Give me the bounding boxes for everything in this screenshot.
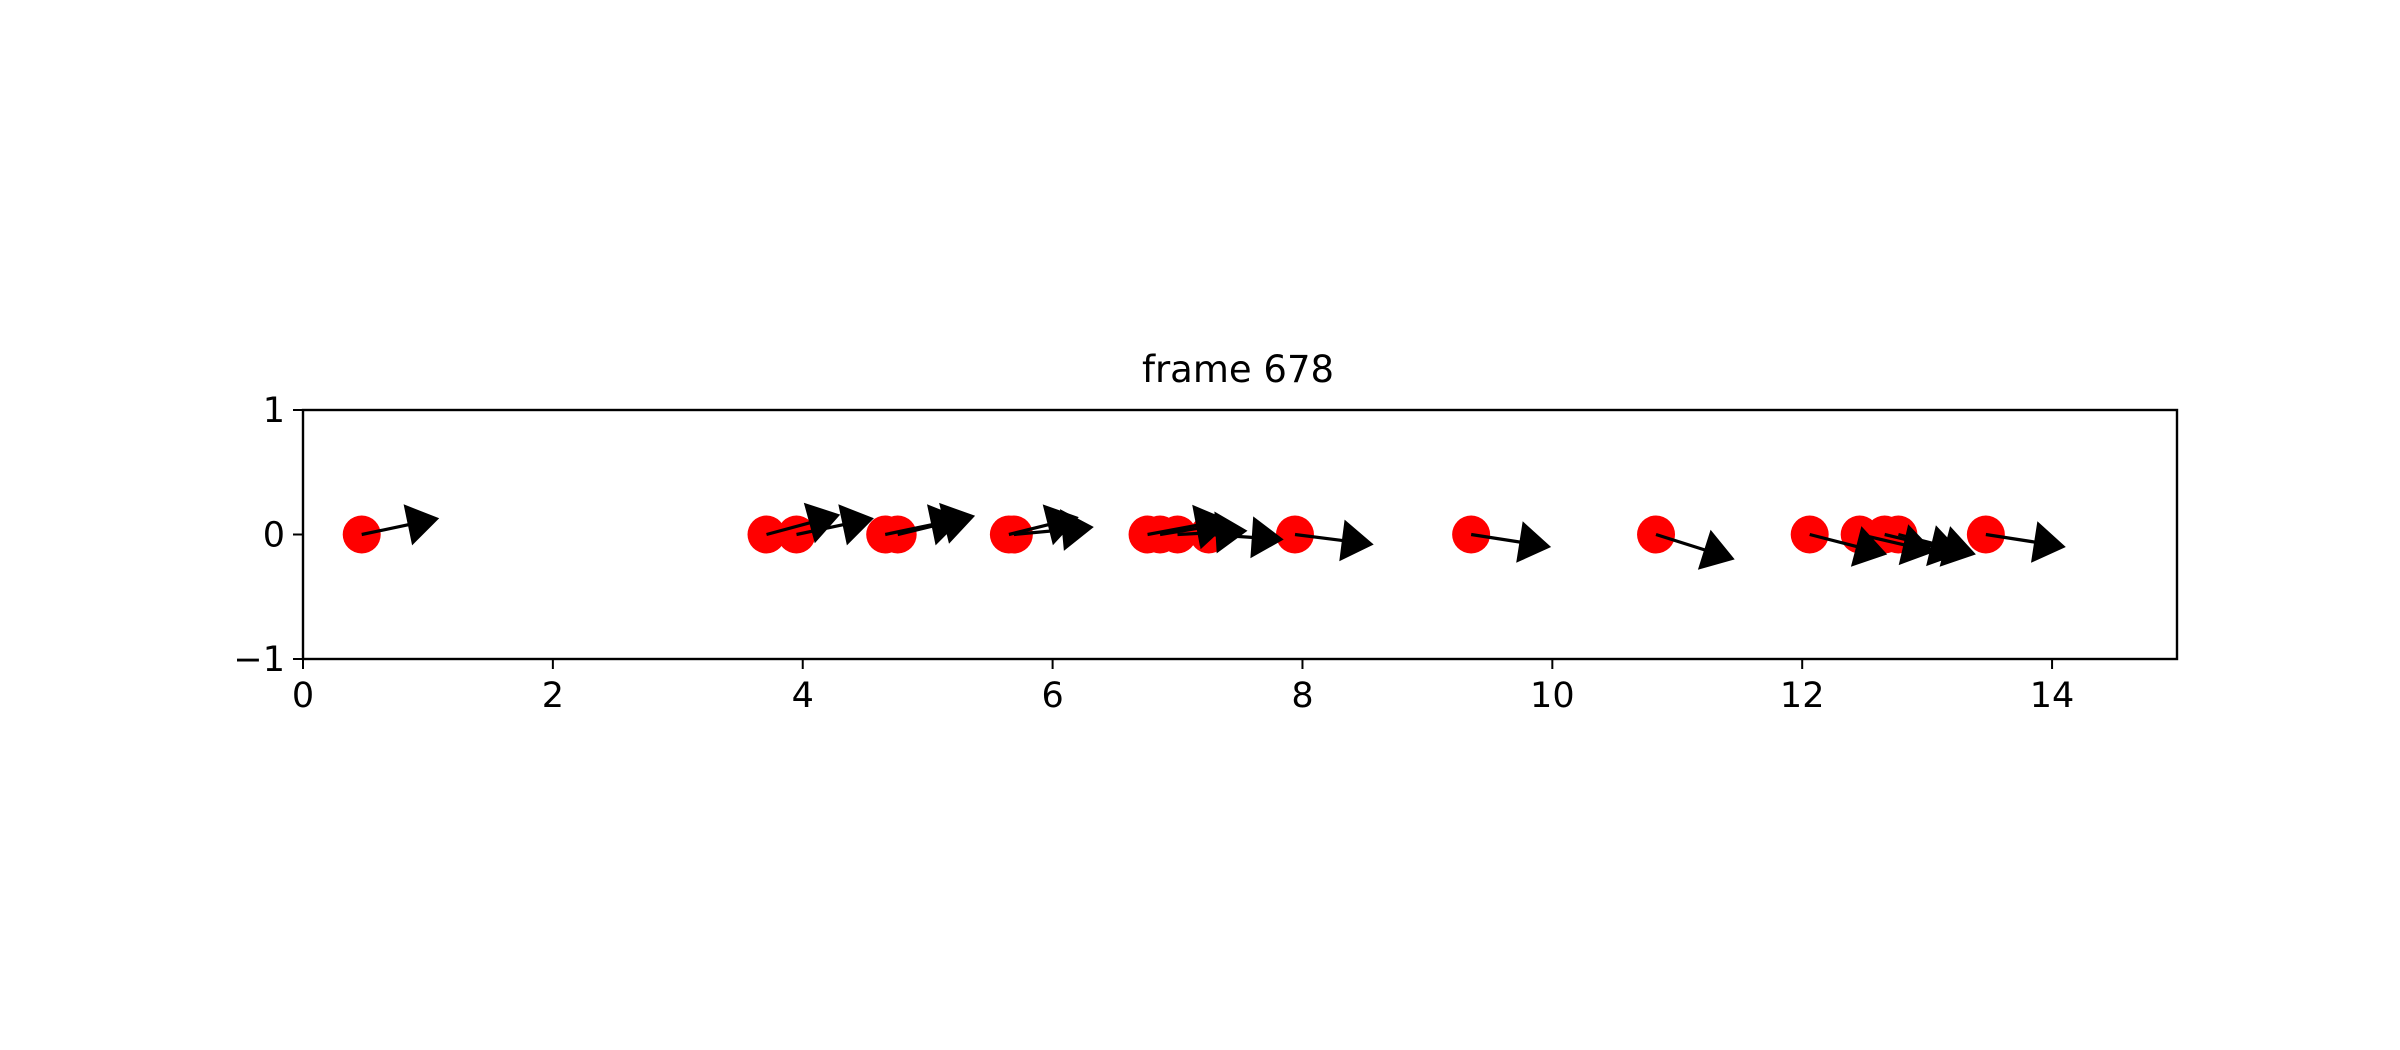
vector-arrow	[766, 502, 841, 544]
vector-arrow	[1177, 511, 1248, 554]
data-point	[1790, 515, 1829, 554]
x-tick-label: 4	[792, 676, 814, 716]
vector-arrow	[1013, 509, 1094, 551]
vector-arrow	[361, 504, 440, 546]
vector-arrow	[1208, 516, 1284, 559]
vector-arrow	[1159, 507, 1229, 550]
x-tick-label: 10	[1530, 676, 1575, 716]
data-point	[1452, 515, 1491, 554]
vector-arrow	[1898, 526, 1976, 567]
vector-arrow	[796, 504, 874, 546]
vector-arrow	[897, 502, 976, 544]
y-tick-label: 0	[263, 516, 285, 556]
arrows-layer	[361, 502, 2066, 570]
data-point	[878, 515, 917, 554]
y-tick-label: 1	[263, 391, 285, 431]
vector-arrow	[1859, 524, 1935, 566]
vector-arrow	[1470, 521, 1552, 563]
x-tick-label: 14	[2030, 676, 2075, 716]
data-point	[1275, 515, 1314, 554]
vector-arrow	[1294, 519, 1374, 562]
x-tick-label: 0	[292, 676, 314, 716]
axes-layer: 0 2 4 6 8 10 12 14−101	[233, 391, 2179, 716]
vector-arrow	[1655, 529, 1735, 570]
x-tick-label: 6	[1041, 676, 1063, 716]
x-tick-label: 8	[1291, 676, 1313, 716]
x-tick-label: 12	[1780, 676, 1825, 716]
y-tick-label: −1	[233, 640, 285, 680]
x-tick-label: 2	[542, 676, 564, 716]
points-layer	[342, 515, 2005, 554]
vector-arrow	[1985, 521, 2066, 563]
chart-title: frame 678	[1142, 348, 1334, 391]
